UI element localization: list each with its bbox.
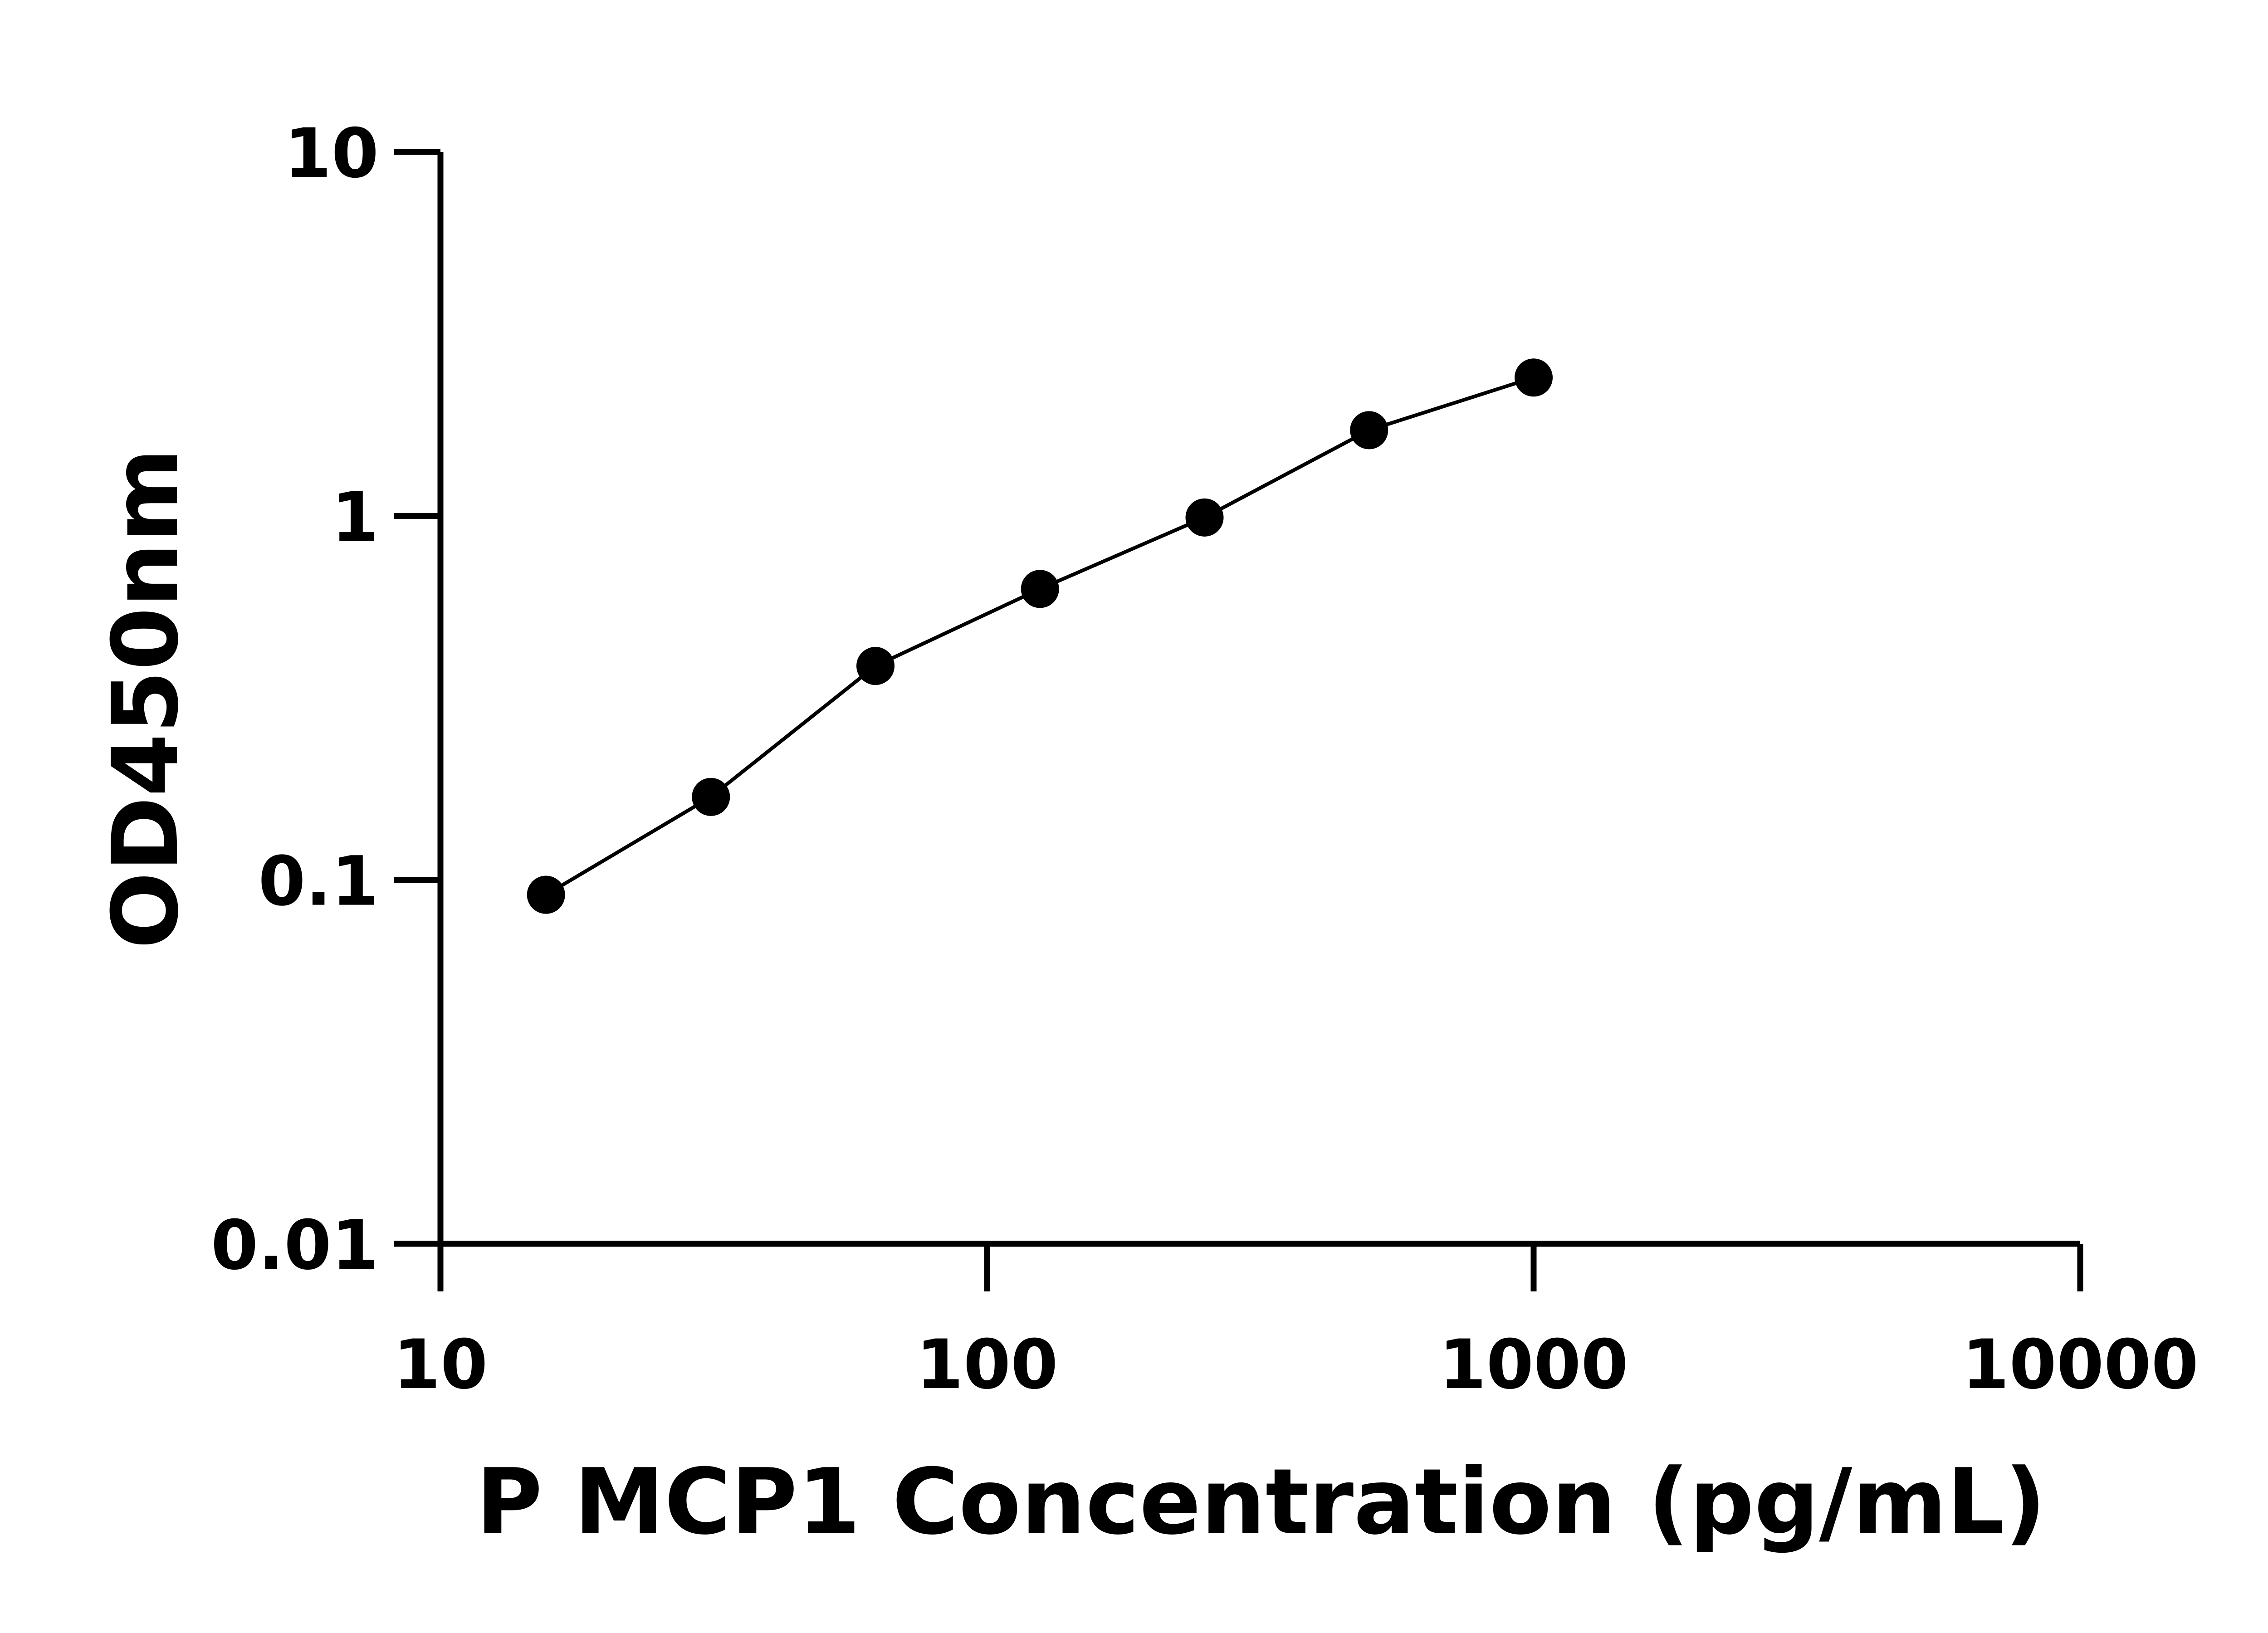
x-tick-label: 10000 (1962, 1325, 2199, 1404)
data-point (527, 875, 565, 914)
data-point (856, 647, 895, 685)
y-tick-label: 0.1 (258, 842, 379, 921)
x-tick-label: 1000 (1439, 1325, 1628, 1404)
y-tick-label: 10 (284, 114, 379, 193)
tick-labels: 10 100 1000 10000 0.01 0.1 1 10 (211, 114, 2199, 1404)
x-tick-label: 10 (393, 1325, 488, 1404)
data-point (1185, 498, 1224, 537)
axes (394, 149, 2083, 1291)
fit-curve (545, 376, 1535, 896)
data-point (1515, 358, 1553, 397)
y-tick-label: 1 (332, 478, 379, 557)
data-point (692, 777, 730, 816)
data-point (1021, 570, 1059, 608)
fit-curve-group (545, 376, 1535, 896)
x-tick-label: 100 (916, 1325, 1058, 1404)
y-axis-label: OD450nm (93, 448, 199, 949)
y-tick-label: 0.01 (211, 1206, 379, 1285)
data-point (1350, 411, 1388, 450)
data-points (527, 358, 1553, 914)
x-axis-label: P MCP1 Concentration (pg/mL) (476, 1449, 2046, 1555)
